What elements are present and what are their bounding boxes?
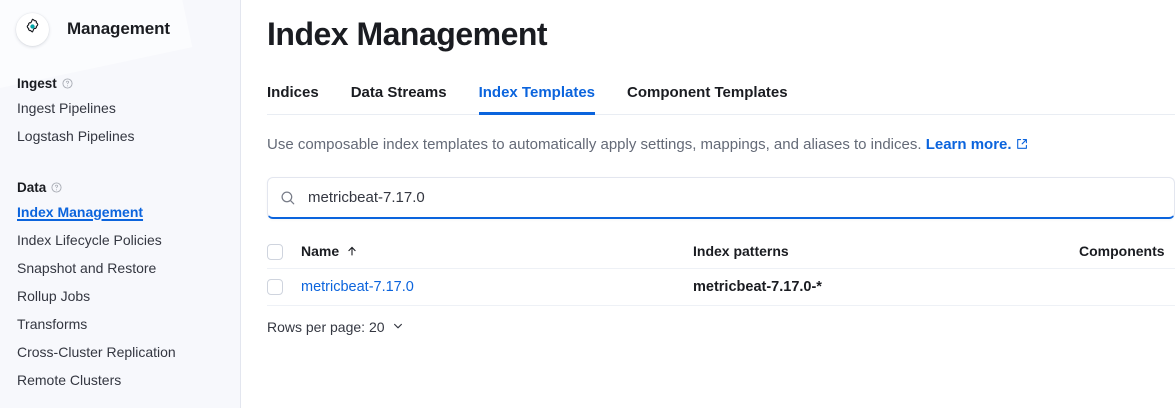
row-cell-components [1079, 268, 1175, 306]
tab-component-templates[interactable]: Component Templates [627, 84, 788, 101]
sidebar-item-logstash-pipelines[interactable]: Logstash Pipelines [17, 128, 135, 144]
sidebar-item-remote-clusters[interactable]: Remote Clusters [17, 372, 122, 388]
search-bar[interactable] [267, 177, 1175, 219]
column-header-components[interactable]: Components [1079, 235, 1175, 269]
column-header-index-patterns[interactable]: Index patterns [693, 235, 1079, 269]
sidebar-item-index-management[interactable]: Index Management [17, 204, 144, 220]
table-body: metricbeat-7.17.0 metricbeat-7.17.0-* [267, 268, 1175, 306]
sidebar-item-transforms[interactable]: Transforms [17, 316, 88, 332]
index-pattern-value: metricbeat-7.17.0-* [693, 279, 822, 295]
sidebar-section-data: Data [0, 180, 240, 195]
tab-bar: Indices Data Streams Index Templates Com… [267, 77, 1175, 115]
learn-more-link[interactable]: Learn more. [925, 136, 1012, 153]
table-row[interactable]: metricbeat-7.17.0 metricbeat-7.17.0-* [267, 268, 1175, 306]
row-checkbox[interactable] [267, 279, 283, 296]
rows-per-page-label: Rows per page: 20 [267, 318, 385, 335]
page-title: Index Management [267, 16, 548, 52]
description-body: Use composable index templates to automa… [267, 136, 922, 153]
sidebar-section-label-data: Data [17, 180, 47, 195]
sidebar-item-index-lifecycle-policies[interactable]: Index Lifecycle Policies [17, 232, 162, 248]
sidebar-group-ingest: Ingest Pipelines Logstash Pipelines [0, 94, 240, 150]
tab-data-streams[interactable]: Data Streams [350, 84, 447, 101]
sidebar-section-ingest: Ingest [0, 76, 240, 91]
description-text: Use composable index templates to automa… [267, 135, 1175, 156]
sidebar: Management Ingest Ingest Pipelines Logst… [0, 0, 241, 408]
sidebar-item-cross-cluster-replication[interactable]: Cross-Cluster Replication [17, 344, 176, 360]
rows-per-page-selector[interactable]: Rows per page: 20 [267, 319, 404, 335]
chevron-down-icon [392, 319, 404, 335]
search-input[interactable] [308, 178, 1162, 217]
index-templates-table: Name Index patterns Components [267, 235, 1175, 306]
sidebar-item-snapshot-and-restore[interactable]: Snapshot and Restore [17, 260, 157, 276]
search-icon [280, 190, 296, 206]
external-link-icon[interactable] [1016, 136, 1028, 156]
row-cell-name: metricbeat-7.17.0 [301, 268, 693, 306]
management-logo [16, 12, 49, 46]
tab-index-templates[interactable]: Index Templates [478, 78, 596, 115]
table-footer: Rows per page: 20 [267, 319, 1175, 335]
sidebar-group-data: Index Management Index Lifecycle Policie… [0, 198, 240, 394]
column-header-name-label: Name [301, 243, 340, 260]
row-select-cell [267, 268, 301, 306]
table-header-row: Name Index patterns Components [267, 235, 1175, 269]
sidebar-section-label-ingest: Ingest [17, 76, 57, 91]
sidebar-header: Management [0, 0, 240, 58]
help-circle-icon[interactable] [62, 78, 73, 89]
table-head: Name Index patterns Components [267, 235, 1175, 269]
select-all-checkbox[interactable] [267, 243, 283, 260]
sidebar-item-ingest-pipelines[interactable]: Ingest Pipelines [17, 100, 116, 116]
sidebar-title: Management [67, 19, 170, 38]
column-header-name[interactable]: Name [301, 235, 693, 269]
help-circle-icon[interactable] [51, 182, 62, 193]
gear-icon [24, 18, 41, 40]
sidebar-item-rollup-jobs[interactable]: Rollup Jobs [17, 288, 91, 304]
arrow-up-icon [346, 245, 358, 257]
template-name-link[interactable]: metricbeat-7.17.0 [301, 279, 414, 295]
row-cell-index-patterns: metricbeat-7.17.0-* [693, 268, 1079, 306]
main-content: Index Management Indices Data Streams In… [241, 0, 1175, 408]
tab-indices[interactable]: Indices [267, 84, 319, 101]
select-all-header-cell [267, 235, 301, 269]
sidebar-spacer [0, 150, 240, 162]
